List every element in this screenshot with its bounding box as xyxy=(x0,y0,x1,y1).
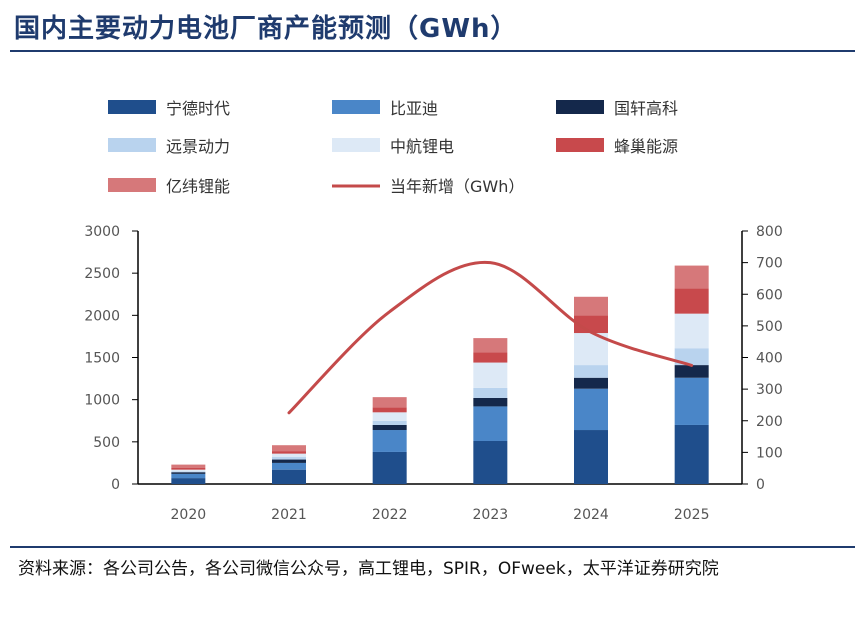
bar-segment xyxy=(372,397,407,408)
bar-segment xyxy=(674,288,709,314)
bar-segment xyxy=(272,445,306,452)
bar-segment xyxy=(372,424,407,431)
bar-segment xyxy=(473,406,508,441)
legend-swatch xyxy=(556,100,604,114)
x-tick-label: 2020 xyxy=(171,507,207,523)
right-tick-label: 600 xyxy=(756,287,783,303)
bar-segment xyxy=(171,464,206,468)
bar-segment xyxy=(473,338,508,353)
legend-swatch xyxy=(108,100,156,114)
bar-segment xyxy=(272,469,306,484)
left-tick-label: 2000 xyxy=(84,308,120,324)
bar-segment xyxy=(473,440,508,484)
x-tick-label: 2022 xyxy=(372,507,408,523)
bar-segment xyxy=(171,473,206,479)
bar-segment xyxy=(171,467,206,470)
bar-segment xyxy=(674,313,709,349)
bar-segment xyxy=(372,407,407,413)
bar-segment xyxy=(473,362,508,388)
bar-segment xyxy=(171,472,206,474)
right-tick-label: 700 xyxy=(756,256,783,272)
legend-label: 当年新增（GWh） xyxy=(390,177,524,196)
chart-axes: 0 500 1000 1500 2000 2500 3000 0 100 200 300 400 500… xyxy=(84,224,782,523)
bar-segment xyxy=(473,397,508,407)
bar-segment xyxy=(473,352,508,363)
source-note: 资料来源：各公司公告，各公司微信公众号，高工锂电，SPIR，OFweek，太平洋… xyxy=(18,559,719,579)
legend-swatch xyxy=(108,138,156,152)
left-tick-label: 1000 xyxy=(84,393,120,409)
bar-segment xyxy=(272,459,306,463)
legend-label: 中航锂电 xyxy=(390,137,454,156)
bar-segment xyxy=(272,451,306,454)
bar-segment xyxy=(372,412,407,421)
left-tick-label: 2500 xyxy=(84,266,120,282)
x-tick-label: 2025 xyxy=(674,507,710,523)
bar-segment xyxy=(674,365,709,378)
legend-label: 国轩高科 xyxy=(614,99,678,118)
bar-segment xyxy=(674,424,709,484)
bar-segment xyxy=(171,469,206,472)
bar-segment xyxy=(171,471,206,473)
right-tick-label: 200 xyxy=(756,414,783,430)
bar-segment xyxy=(674,348,709,366)
new-capacity-line xyxy=(287,260,694,415)
legend-label: 比亚迪 xyxy=(390,99,438,118)
bar-segment xyxy=(574,296,608,316)
legend-swatch xyxy=(556,138,604,152)
legend-label: 宁德时代 xyxy=(166,99,230,118)
legend-label: 蜂巢能源 xyxy=(614,137,678,156)
left-tick-label: 500 xyxy=(93,435,120,451)
x-tick-label: 2021 xyxy=(271,507,307,523)
bar-segment xyxy=(574,377,608,389)
right-tick-label: 500 xyxy=(756,319,783,335)
bar-segment xyxy=(574,365,608,378)
bar-segment xyxy=(473,387,508,398)
bar-segment xyxy=(574,388,608,431)
legend-swatch xyxy=(332,100,380,114)
bar-segment xyxy=(272,462,306,470)
title-divider xyxy=(10,50,855,52)
x-tick-label: 2024 xyxy=(573,507,609,523)
bar-segment xyxy=(372,420,407,425)
legend-label: 亿纬锂能 xyxy=(166,177,230,196)
stacked-bars xyxy=(171,265,709,484)
page-title: 国内主要动力电池厂商产能预测（GWh） xyxy=(14,14,518,44)
bar-segment xyxy=(272,457,306,460)
right-tick-label: 800 xyxy=(756,224,783,240)
x-tick-label: 2023 xyxy=(473,507,509,523)
bar-segment xyxy=(674,377,709,425)
bar-segment xyxy=(372,430,407,452)
right-tick-label: 400 xyxy=(756,351,783,367)
left-tick-label: 3000 xyxy=(84,224,120,240)
left-tick-label: 1500 xyxy=(84,351,120,367)
bar-segment xyxy=(372,451,407,484)
left-tick-label: 0 xyxy=(111,477,120,493)
right-tick-label: 0 xyxy=(756,477,765,493)
source-divider xyxy=(10,546,855,548)
legend-label: 远景动力 xyxy=(166,137,230,156)
bar-segment xyxy=(171,478,206,484)
legend-swatch xyxy=(108,178,156,192)
bar-segment xyxy=(272,453,306,458)
legend-swatch xyxy=(332,138,380,152)
bar-segment xyxy=(674,265,709,289)
right-tick-label: 100 xyxy=(756,445,783,461)
bar-segment xyxy=(574,430,608,484)
right-tick-label: 300 xyxy=(756,382,783,398)
